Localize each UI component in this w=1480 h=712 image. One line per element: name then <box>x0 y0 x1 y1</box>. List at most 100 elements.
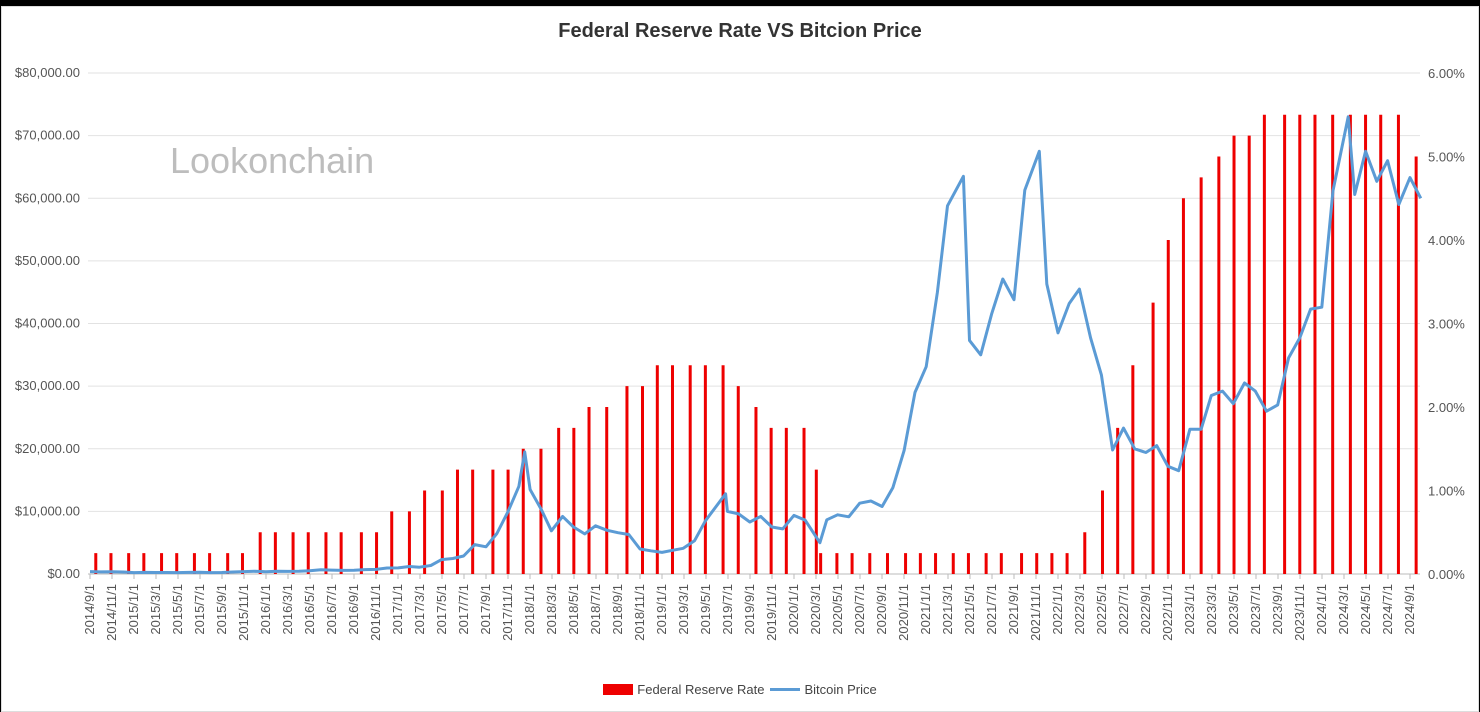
x-tick-label: 2016/9/1 <box>346 584 361 635</box>
y-left-tick-label: $70,000.00 <box>15 128 80 143</box>
rate-bar <box>94 553 98 574</box>
rate-bar <box>605 407 609 574</box>
x-tick-label: 2017/3/1 <box>412 584 427 635</box>
rate-bar <box>655 365 659 574</box>
legend-item-rate[interactable]: Federal Reserve Rate <box>603 682 764 697</box>
rate-bar <box>1283 114 1287 574</box>
y-left-tick-label: $40,000.00 <box>15 316 80 331</box>
y-right-tick-label: 6.00% <box>1428 66 1465 81</box>
rate-bar <box>1232 135 1236 574</box>
x-tick-label: 2022/7/1 <box>1116 584 1131 635</box>
rate-bar <box>1331 114 1335 574</box>
y-left-tick-label: $10,000.00 <box>15 503 80 518</box>
x-tick-label: 2022/1/1 <box>1050 584 1065 635</box>
rate-bar <box>904 553 908 574</box>
x-tick-label: 2016/7/1 <box>324 584 339 635</box>
rate-bar <box>885 553 889 574</box>
rate-bar <box>226 553 230 574</box>
x-tick-label: 2019/11/1 <box>764 584 779 641</box>
x-tick-label: 2023/1/1 <box>1182 584 1197 635</box>
rate-bar <box>819 553 823 574</box>
x-tick-label: 2024/1/1 <box>1314 584 1329 635</box>
rate-bar <box>291 532 295 574</box>
rate-bar <box>324 532 328 574</box>
rate-bar <box>868 553 872 574</box>
rate-bar <box>984 553 988 574</box>
rate-bar <box>375 532 379 574</box>
rate-bar <box>814 469 818 574</box>
x-tick-label: 2015/3/1 <box>148 584 163 635</box>
x-tick-label: 2018/7/1 <box>588 584 603 635</box>
x-tick-label: 2021/7/1 <box>984 584 999 635</box>
rate-bar <box>951 553 955 574</box>
rate-bar <box>1217 156 1221 574</box>
x-tick-label: 2014/9/1 <box>82 584 97 635</box>
rate-bar <box>258 532 262 574</box>
rate-bar <box>1100 490 1104 574</box>
rate-bar <box>1166 240 1170 574</box>
rate-bar <box>1065 553 1069 574</box>
rate-bar <box>1298 114 1302 574</box>
rate-bar <box>240 553 244 574</box>
rate-bar <box>339 532 343 574</box>
y-left-tick-label: $30,000.00 <box>15 378 80 393</box>
y-right-tick-label: 5.00% <box>1428 150 1465 165</box>
rate-bar <box>471 469 475 574</box>
x-tick-label: 2022/9/1 <box>1138 584 1153 635</box>
legend-label-rate: Federal Reserve Rate <box>637 682 765 697</box>
x-tick-label: 2024/5/1 <box>1358 584 1373 635</box>
x-tick-label: 2018/1/1 <box>522 584 537 635</box>
rate-bar <box>1313 114 1317 574</box>
rate-bar <box>640 386 644 574</box>
x-tick-label: 2017/9/1 <box>478 584 493 635</box>
x-tick-label: 2022/5/1 <box>1094 584 1109 635</box>
x-tick-label: 2016/1/1 <box>258 584 273 635</box>
y-right-tick-label: 4.00% <box>1428 233 1465 248</box>
x-tick-label: 2021/5/1 <box>962 584 977 635</box>
x-tick-label: 2021/9/1 <box>1006 584 1021 635</box>
rate-bar <box>769 427 773 574</box>
x-tick-label: 2016/11/1 <box>368 584 383 641</box>
x-tick-label: 2019/1/1 <box>654 584 669 635</box>
legend-item-price[interactable]: Bitcoin Price <box>770 682 877 697</box>
y-left-tick-label: $50,000.00 <box>15 253 80 268</box>
rate-bar <box>506 469 510 574</box>
x-tick-label: 2024/3/1 <box>1336 584 1351 635</box>
x-tick-label: 2015/1/1 <box>126 584 141 635</box>
y-left-tick-label: $20,000.00 <box>15 441 80 456</box>
x-tick-label: 2015/9/1 <box>214 584 229 635</box>
rate-bar <box>407 511 411 574</box>
x-tick-label: 2017/11/1 <box>500 584 515 641</box>
rate-bar <box>587 407 591 574</box>
x-tick-label: 2015/5/1 <box>170 584 185 635</box>
x-tick-label: 2021/3/1 <box>940 584 955 635</box>
x-tick-label: 2019/7/1 <box>720 584 735 635</box>
y-right-tick-label: 0.00% <box>1428 567 1465 582</box>
y-right-tick-label: 3.00% <box>1428 317 1465 332</box>
x-tick-label: 2024/7/1 <box>1380 584 1395 635</box>
y-right-tick-label: 1.00% <box>1428 484 1465 499</box>
rate-bar <box>1035 553 1039 574</box>
rate-bar <box>1262 114 1266 574</box>
y-left-tick-label: $0.00 <box>47 566 80 581</box>
x-tick-label: 2022/3/1 <box>1072 584 1087 635</box>
rate-bar <box>670 365 674 574</box>
rate-bar <box>703 365 707 574</box>
x-tick-label: 2023/7/1 <box>1248 584 1263 635</box>
rate-bar <box>754 407 758 574</box>
rate-bar <box>208 553 212 574</box>
x-tick-label: 2015/7/1 <box>192 584 207 635</box>
rate-bar <box>736 386 740 574</box>
x-tick-label: 2020/5/1 <box>830 584 845 635</box>
rate-bar <box>1083 532 1087 574</box>
x-tick-label: 2019/9/1 <box>742 584 757 635</box>
rate-bar <box>1050 553 1054 574</box>
rate-bar <box>127 553 131 574</box>
rate-bar <box>918 553 922 574</box>
x-tick-label: 2020/1/1 <box>786 584 801 635</box>
x-tick-label: 2017/5/1 <box>434 584 449 635</box>
rate-bar <box>802 427 806 574</box>
rate-bar <box>934 553 938 574</box>
rate-bar <box>423 490 427 574</box>
x-tick-label: 2018/3/1 <box>544 584 559 635</box>
